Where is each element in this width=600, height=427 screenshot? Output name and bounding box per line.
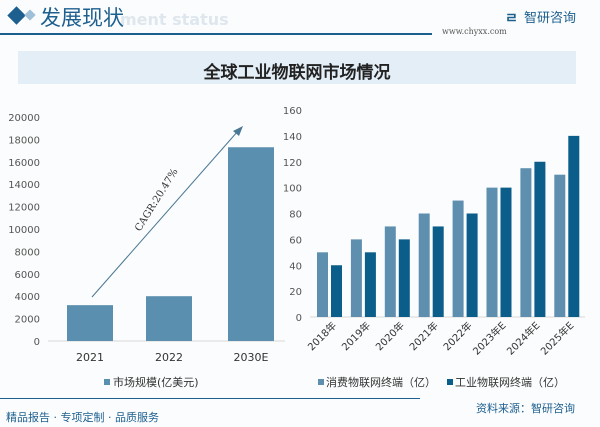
legend-label: 工业物联网终端（亿） (455, 375, 565, 389)
bar-2020年-consumer (384, 226, 396, 317)
chart-title: 全球工业物联网市场情况 (203, 63, 391, 83)
logo-text: 智研咨询 (524, 11, 577, 26)
x-tick-label: 2020年 (373, 319, 407, 353)
bar-2024年E-consumer (520, 168, 532, 317)
x-tick-label: 2021年 (407, 319, 441, 353)
bar-2022年-industrial (466, 213, 478, 317)
bar-2021 (67, 305, 113, 341)
y-tick-label: 18000 (8, 135, 40, 146)
footer-source: 资料来源：智研咨询 (476, 402, 575, 415)
y-tick-label: 140 (283, 132, 302, 143)
x-tick-label: 2018年 (305, 319, 339, 353)
x-tick-label: 2019年 (339, 319, 373, 353)
legend-label: 市场规模(亿美元) (113, 375, 199, 389)
y-tick-label: 20000 (8, 113, 40, 124)
bar-2021年-industrial (432, 226, 444, 317)
bar-2018年-industrial (331, 265, 342, 317)
x-tick-label: 2025年E (538, 319, 577, 358)
bar-2030E (228, 147, 274, 341)
x-tick-label: 2022年 (440, 319, 474, 353)
y-tick-label: 14000 (8, 180, 40, 191)
header-divider (0, 33, 432, 35)
y-tick-label: 160 (283, 106, 302, 117)
y-tick-label: 10000 (8, 225, 40, 236)
legend-swatch (447, 379, 453, 385)
footer-divider (0, 398, 420, 399)
logo-url: www.chyxx.com (442, 27, 507, 36)
y-tick-label: 12000 (8, 203, 40, 214)
y-tick-label: 4000 (15, 292, 40, 303)
legend-swatch (318, 379, 324, 385)
logo-icon: ㄹ (505, 11, 518, 27)
y-tick-label: 2000 (15, 315, 40, 326)
bar-2025年E-consumer (554, 174, 566, 317)
y-tick-label: 80 (289, 210, 302, 221)
y-tick-label: 40 (289, 261, 302, 272)
y-tick-label: 6000 (15, 270, 40, 281)
y-tick-label: 16000 (8, 158, 40, 169)
x-tick-label: 2023年E (470, 319, 509, 358)
bar-2019年-industrial (364, 252, 376, 317)
legend-swatch (104, 379, 110, 385)
y-tick-label: 100 (283, 184, 302, 195)
bar-2022 (146, 296, 192, 341)
x-tick-label: 2030E (234, 351, 269, 364)
section-title: 发展现状 (40, 6, 124, 30)
x-tick-label: 2024年E (504, 319, 543, 358)
bar-2018年-consumer (317, 252, 328, 317)
section-subtitle: ment status (120, 10, 229, 29)
cagr-arrow-line (91, 130, 239, 298)
bar-2024年E-industrial (534, 161, 546, 317)
y-tick-label: 60 (289, 235, 302, 246)
bar-2023年E-consumer (486, 187, 498, 317)
bar-2019年-consumer (350, 239, 362, 317)
y-tick-label: 0 (296, 313, 302, 324)
cagr-arrowhead-icon (233, 126, 243, 136)
y-tick-label: 20 (289, 287, 302, 298)
footer-slogan: 精品报告 · 专项定制 · 品质服务 (6, 411, 159, 424)
title-band (18, 51, 576, 84)
bar-2020年-industrial (398, 239, 410, 317)
y-tick-label: 8000 (15, 247, 40, 258)
x-tick-label: 2022 (155, 351, 183, 364)
y-tick-label: 0 (34, 337, 40, 348)
bar-2025年E-industrial (568, 135, 580, 317)
bar-2023年E-industrial (500, 187, 512, 317)
x-tick-label: 2021 (76, 351, 104, 364)
legend-label: 消费物联网终端（亿） (326, 375, 436, 389)
bar-2022年-consumer (452, 200, 464, 317)
bar-2021年-consumer (418, 213, 430, 317)
y-tick-label: 120 (283, 158, 302, 169)
